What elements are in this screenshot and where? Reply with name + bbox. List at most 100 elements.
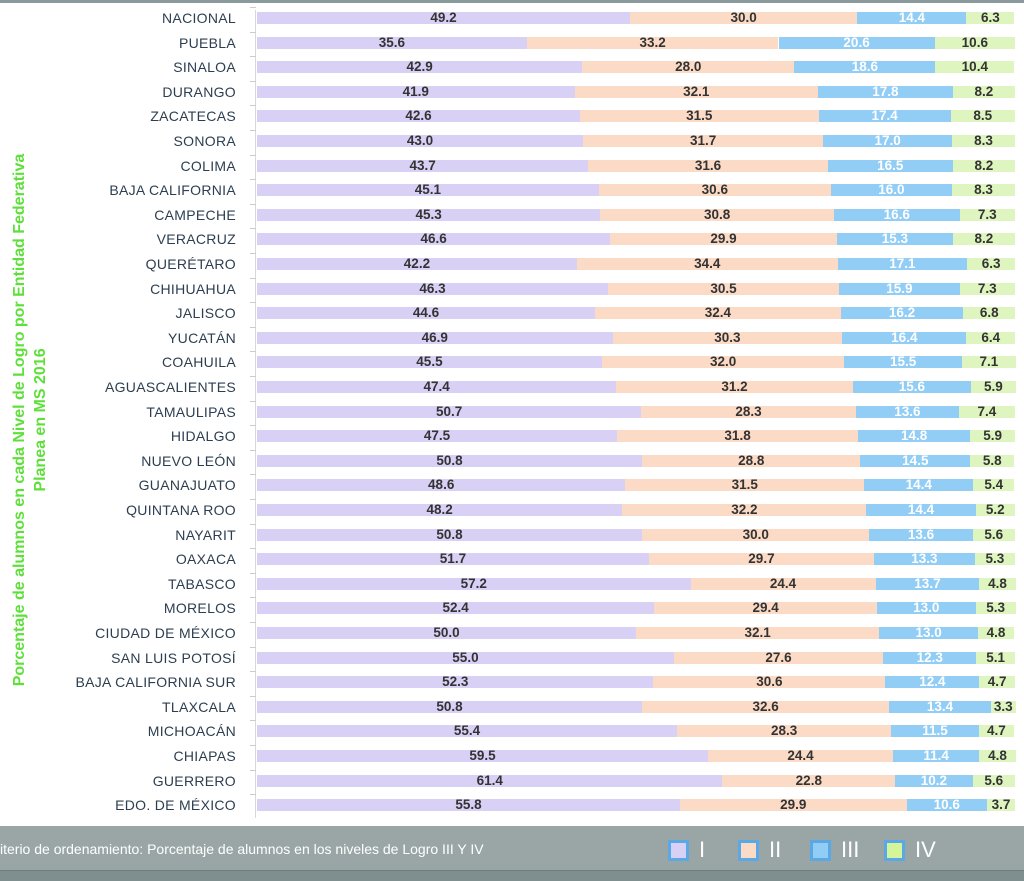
data-label-III: 14.4	[907, 502, 935, 517]
bar-segment-IV	[935, 61, 1015, 74]
data-label-I: 51.7	[439, 551, 467, 567]
data-label-II: 31.8	[724, 428, 751, 444]
bar-segment-IV	[934, 36, 1015, 49]
data-label-IV: 8.2	[974, 231, 994, 247]
data-label-IV: 5.8	[982, 452, 1002, 468]
data-label-IV: 3.3	[993, 698, 1013, 714]
sort-criterion-text: iterio de ordenamiento: Porcentaje de al…	[0, 841, 484, 857]
bar-segment-IV	[978, 725, 1015, 738]
category-label: BAJA CALIFORNIA SUR	[75, 674, 236, 691]
bar-segment-II	[607, 282, 840, 295]
data-label-II: 34.4	[694, 256, 721, 271]
axis-tick	[250, 179, 256, 181]
data-label-I: 35.6	[378, 34, 406, 50]
bar-segment-III	[875, 577, 980, 590]
axis-tick	[250, 646, 256, 648]
bar-segment-IV	[952, 135, 1015, 147]
axis-tick	[250, 499, 256, 500]
bar-segment-I	[257, 331, 613, 344]
data-label-III: 13.0	[913, 600, 940, 616]
data-label-IV: 10.6	[961, 34, 988, 50]
axis-tick	[250, 105, 256, 107]
legend-label-III: III	[841, 837, 860, 862]
data-label-IV: 7.1	[979, 354, 999, 370]
data-label-II: 28.3	[735, 403, 762, 419]
bar-segment-IV	[975, 504, 1015, 516]
bar-segment-IV	[979, 577, 1016, 590]
data-label-IV: 8.3	[974, 133, 993, 148]
category-label: JALISCO	[175, 305, 236, 322]
bar-segment-IV	[972, 528, 1015, 541]
data-label-II: 24.4	[787, 748, 814, 763]
data-label-I: 46.6	[420, 231, 447, 247]
bar-segment-III	[866, 504, 976, 516]
data-label-III: 17.1	[889, 256, 916, 271]
bar-segment-I	[257, 12, 630, 24]
bar-segment-IV	[986, 799, 1015, 812]
bar-segment-I	[257, 381, 617, 393]
data-label-I: 44.6	[412, 305, 440, 321]
bar-segment-I	[257, 110, 580, 123]
category-label: SAN LUIS POTOSÍ	[111, 649, 236, 666]
data-label-I: 42.2	[403, 256, 431, 271]
bar-segment-III	[858, 430, 971, 443]
category-label: HIDALGO	[170, 428, 236, 445]
category-label: DURANGO	[162, 83, 236, 100]
bar-segment-I	[257, 676, 654, 689]
footer-bar: iterio de ordenamiento: Porcentaje de al…	[0, 826, 1024, 881]
bar-segment-II	[612, 331, 843, 344]
bar-segment-II	[582, 135, 824, 147]
bar-segment-I	[257, 577, 691, 590]
bar-segment-I	[257, 504, 623, 516]
bar-segment-IV	[970, 454, 1015, 467]
data-label-III: 15.6	[898, 379, 926, 394]
bar-segment-II	[679, 799, 907, 812]
category-label: SONORA	[173, 133, 236, 149]
data-label-III: 17.4	[871, 108, 898, 124]
data-label-IV: 8.5	[973, 108, 993, 124]
bar-segment-III	[836, 233, 953, 246]
bar-segment-III	[833, 208, 960, 221]
data-label-III: 11.5	[922, 723, 948, 739]
data-label-I: 61.4	[476, 772, 503, 788]
category-label: CHIHUAHUA	[150, 280, 236, 297]
data-label-III: 14.8	[901, 428, 928, 444]
data-label-II: 28.8	[738, 452, 765, 468]
data-label-I: 46.9	[421, 329, 448, 345]
bar-segment-IV	[966, 12, 1015, 24]
bar-segment-I	[257, 233, 611, 246]
data-label-II: 30.0	[742, 526, 769, 542]
bar-segment-II	[595, 307, 841, 320]
bar-segment-III	[818, 110, 951, 123]
bar-segment-I	[257, 208, 601, 221]
bar-segment-IV	[977, 627, 1015, 639]
bar-segment-I	[257, 627, 636, 639]
data-label-I: 45.5	[416, 354, 443, 370]
data-label-III: 15.3	[881, 231, 908, 247]
data-label-III: 13.0	[915, 625, 942, 640]
data-label-II: 22.8	[795, 772, 822, 788]
axis-tick	[250, 597, 256, 599]
category-label: TAMAULIPAS	[146, 403, 236, 420]
bar-segment-II	[636, 627, 880, 639]
axis-tick	[250, 523, 256, 525]
bar-segment-I	[257, 602, 655, 615]
data-label-I: 47.5	[423, 428, 451, 444]
bar-segment-III	[889, 700, 991, 713]
data-label-III: 10.2	[920, 772, 948, 788]
bar-segment-II	[598, 184, 831, 197]
data-label-III: 17.0	[874, 133, 901, 148]
axis-tick	[250, 154, 256, 156]
axis-tick	[250, 794, 256, 796]
category-label: NACIONAL	[162, 10, 236, 26]
bar-segment-I	[257, 405, 642, 418]
data-label-IV: 6.3	[980, 10, 1000, 25]
axis-tick	[250, 474, 256, 476]
data-label-II: 32.0	[710, 354, 737, 370]
category-label: VERACRUZ	[156, 231, 236, 248]
axis-tick	[250, 56, 256, 58]
data-label-II: 30.0	[730, 10, 757, 25]
data-label-II: 32.2	[731, 502, 758, 517]
bar-segment-III	[840, 307, 964, 320]
data-label-I: 43.7	[409, 157, 436, 173]
